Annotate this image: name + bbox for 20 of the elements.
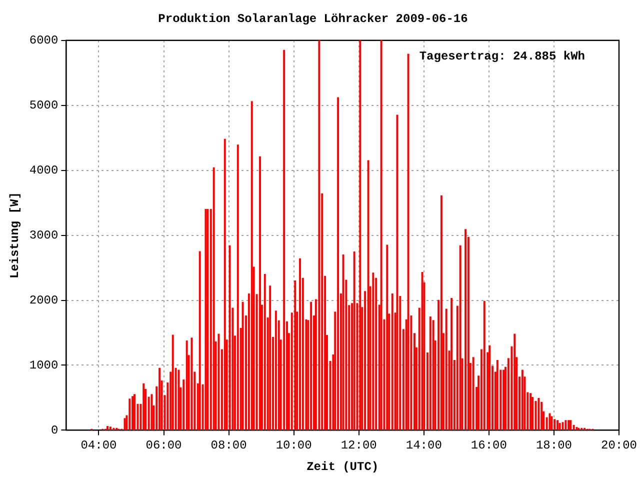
x-tick-label: 04:00 — [80, 438, 117, 453]
chart-title: Produktion Solaranlage Löhracker 2009-06-16 — [158, 12, 468, 26]
y-tick-label: 4000 — [29, 164, 58, 178]
x-tick-label: 20:00 — [600, 438, 638, 453]
x-tick-label: 14:00 — [406, 438, 442, 453]
y-axis-title: Leistung [W] — [8, 192, 22, 279]
x-tick-label: 06:00 — [146, 438, 182, 453]
x-tick-label: 16:00 — [470, 438, 507, 453]
x-tick-label: 18:00 — [536, 438, 572, 453]
y-tick-label: 6000 — [29, 34, 58, 48]
y-tick-label: 0 — [51, 423, 58, 438]
annotation: Tagesertrag: 24.885 kWh — [419, 49, 585, 64]
y-tick-label: 5000 — [29, 98, 58, 113]
x-tick-label: 08:00 — [210, 438, 247, 453]
y-tick-label: 3000 — [29, 228, 58, 242]
x-tick-label: 12:00 — [340, 438, 377, 453]
x-axis-title: Zeit (UTC) — [306, 460, 379, 474]
y-tick-label: 1000 — [29, 358, 58, 372]
y-tick-label: 2000 — [29, 293, 58, 308]
x-tick-label: 10:00 — [276, 438, 312, 453]
